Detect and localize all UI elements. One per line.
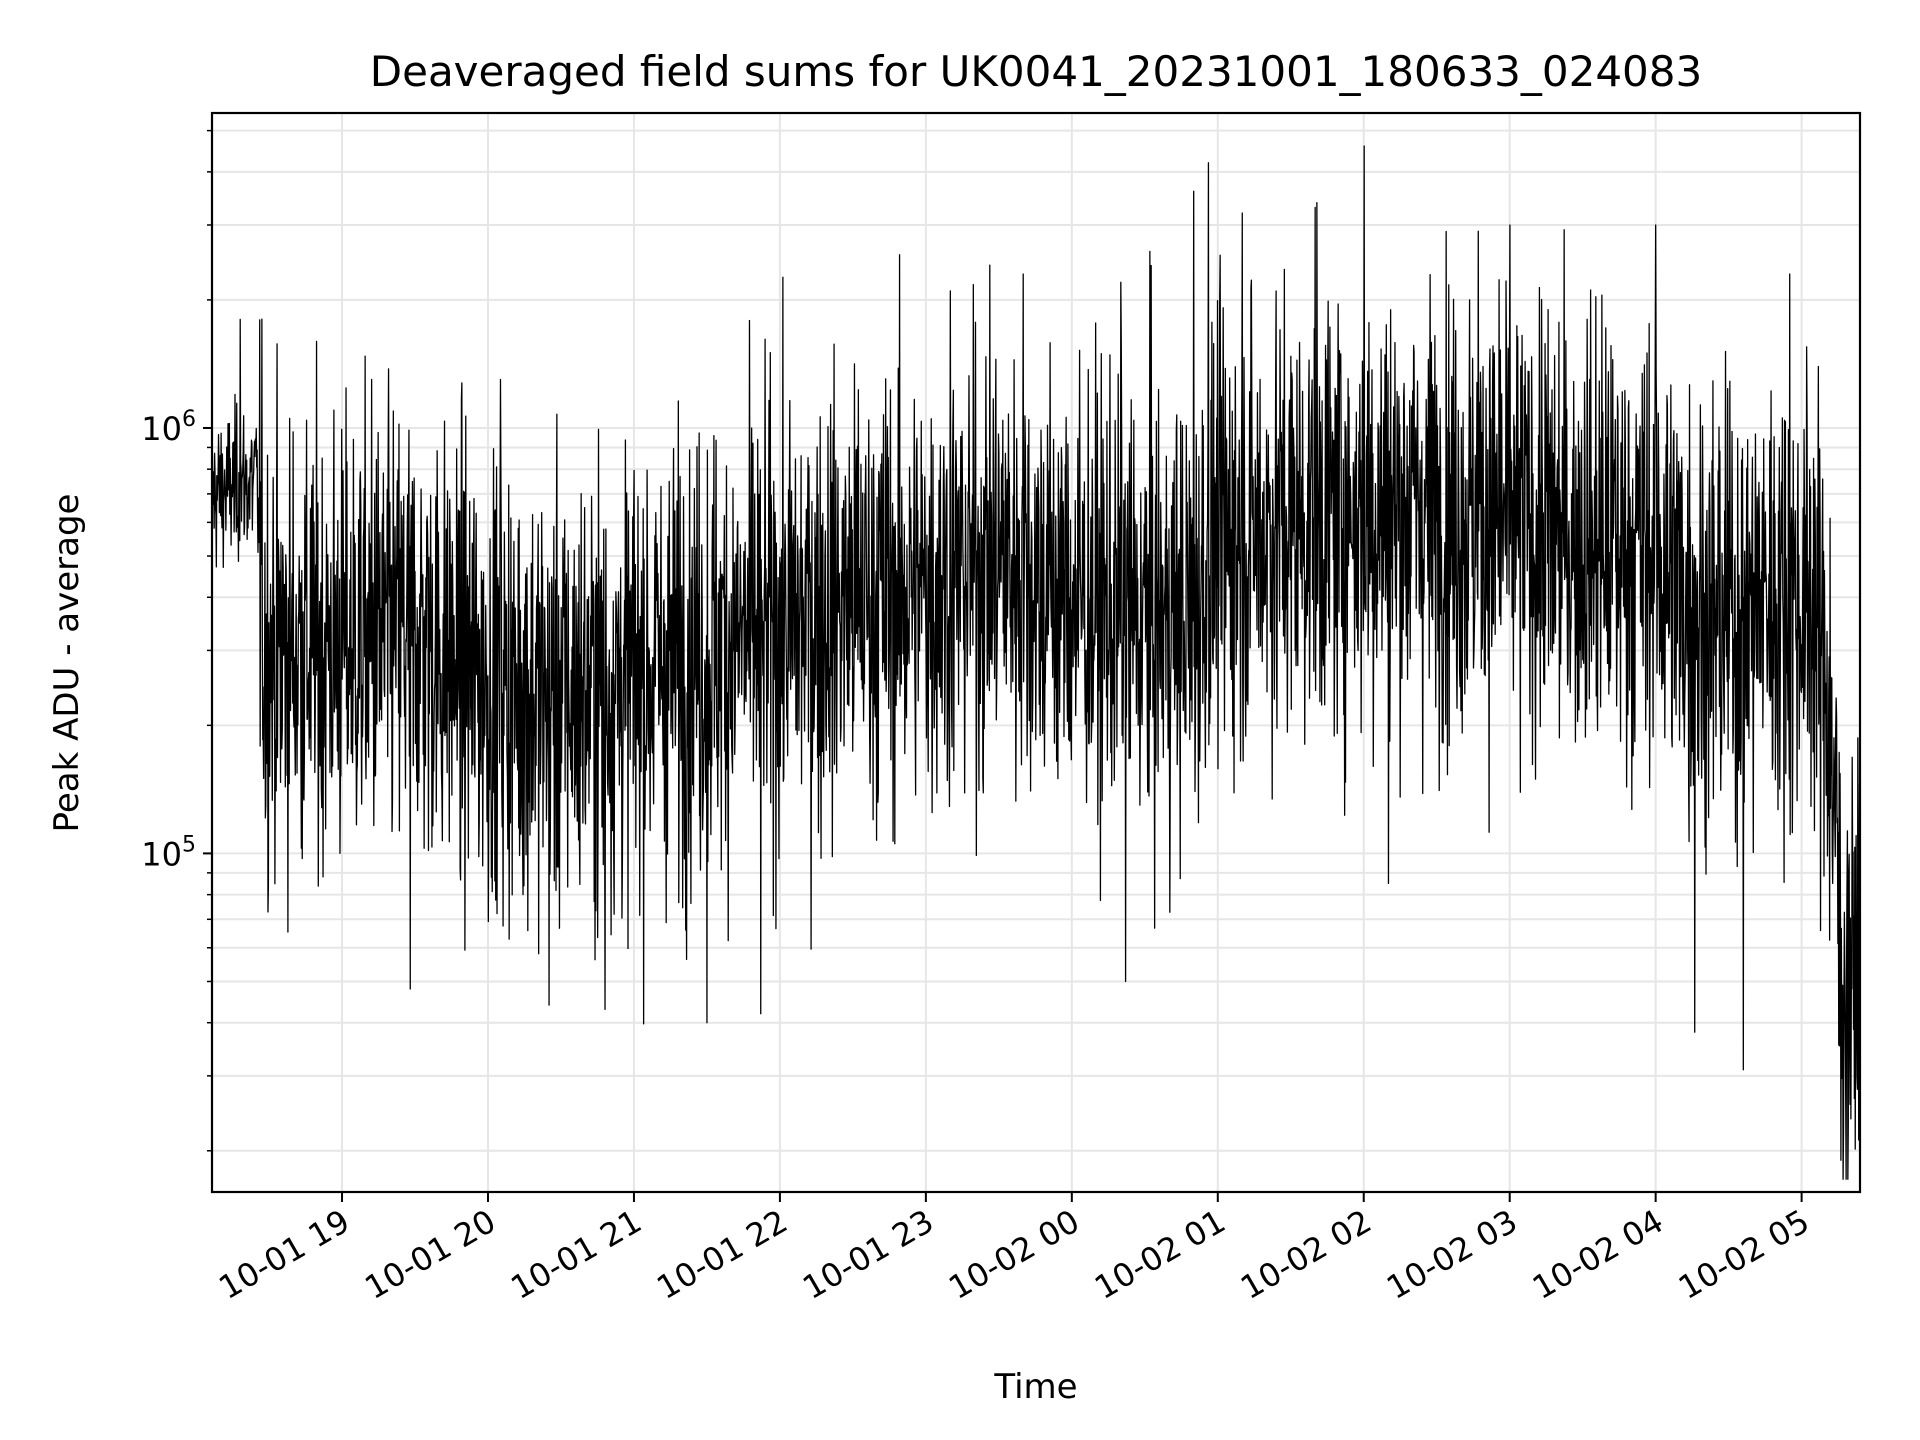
- y-axis-label: Peak ADU - average: [47, 494, 87, 833]
- series-line: [212, 145, 1860, 1180]
- y-tick-label: 105: [141, 832, 196, 873]
- chart-title: Deaveraged field sums for UK0041_2023100…: [370, 47, 1702, 96]
- y-tick-exponent: 6: [182, 407, 196, 432]
- series-layer: [212, 145, 1860, 1180]
- plot-area-frame: [210, 111, 1862, 1194]
- y-tick-label: 106: [141, 407, 196, 448]
- y-tick-base: 10: [141, 835, 182, 873]
- y-tick-base: 10: [141, 410, 182, 448]
- y-tick-exponent: 5: [182, 832, 196, 857]
- x-axis-label: Time: [993, 1367, 1077, 1407]
